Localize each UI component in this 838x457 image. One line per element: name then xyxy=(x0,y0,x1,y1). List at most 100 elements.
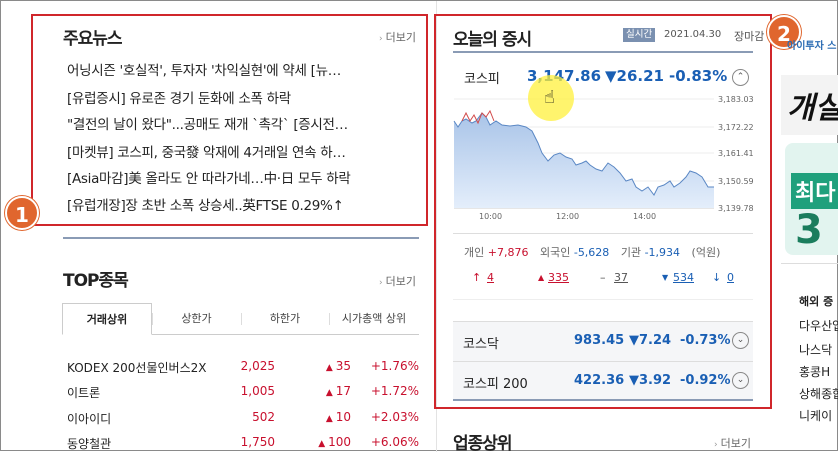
down-triangle-icon: ▼ xyxy=(662,273,669,282)
tab-separator xyxy=(152,313,153,325)
kosdaq-change: ▼7.24 xyxy=(629,333,672,348)
market-date: 2021.04.30 xyxy=(664,29,722,40)
table-row[interactable]: 이트론 1,005 ▲ 17 +1.72% xyxy=(67,384,419,406)
stock-change: ▲ 17 xyxy=(325,384,351,398)
market-status: 장마감 xyxy=(734,30,765,43)
kospi200-row[interactable]: 코스피 200 422.36 ▼3.92 -0.92% xyxy=(453,361,753,401)
y-tick-label: 3,139.78 xyxy=(718,204,754,213)
overseas-item[interactable]: 홍콩H xyxy=(799,365,831,379)
kosdaq-rate: -0.73% xyxy=(680,333,731,348)
kospi-intraday-chart: 3,183.03 3,172.22 3,161.41 3,150.59 3,13… xyxy=(453,95,754,221)
kosdaq-row[interactable]: 코스닥 983.45 ▼7.24 -0.73% xyxy=(453,321,753,361)
table-row[interactable]: 이아이디 502 ▲ 10 +2.03% xyxy=(67,410,419,432)
realtime-badge: 실시간 xyxy=(623,28,656,42)
cursor-highlight xyxy=(528,75,574,121)
kospi200-value: 422.36 xyxy=(574,373,625,388)
divider xyxy=(63,237,419,239)
overseas-item[interactable]: 상해종합 xyxy=(799,387,838,401)
investor-summary: 개인 +7,876 외국인 -5,628 기관 -1,934 (억원) xyxy=(464,246,721,259)
stock-name: 이아이디 xyxy=(67,412,112,426)
highlight-box-news xyxy=(31,14,428,226)
stock-rate: +1.72% xyxy=(370,384,419,398)
chevron-right-icon: › xyxy=(379,278,383,288)
stock-change: ▲ 100 xyxy=(318,435,351,449)
kospi-label: 코스피 xyxy=(464,72,500,87)
chart-line xyxy=(453,112,714,196)
tab-trading-volume[interactable]: 거래상위 xyxy=(62,303,152,335)
ad-green-text: 최다 xyxy=(791,173,838,209)
tab-separator xyxy=(329,313,330,325)
stock-rate: +2.03% xyxy=(370,410,419,424)
flat-dash-icon: – xyxy=(600,271,606,284)
stock-name: 동양철관 xyxy=(67,437,112,451)
stock-rate: +6.06% xyxy=(370,435,419,449)
hand-cursor-icon: ☝ xyxy=(544,87,555,108)
overseas-item[interactable]: 다우산업 xyxy=(799,319,838,333)
y-tick-label: 3,150.59 xyxy=(718,177,754,186)
chart-area xyxy=(454,113,714,208)
stock-name: KODEX 200선물인버스2X xyxy=(67,361,207,375)
kospi-rate: -0.83% xyxy=(669,67,728,85)
divider xyxy=(453,233,753,234)
table-row[interactable]: 동양철관 1,750 ▲ 100 +6.06% xyxy=(67,435,419,457)
news-title: 주요뉴스 xyxy=(63,29,123,49)
up-link[interactable]: 335 xyxy=(548,271,569,284)
kospi-change: ▼26.21 xyxy=(605,67,664,85)
x-tick-label: 10:00 xyxy=(479,212,502,221)
down-limit-link[interactable]: 0 xyxy=(727,271,734,284)
up-limit-arrow-icon: ↑ xyxy=(472,271,482,284)
tab-upper-limit[interactable]: 상한가 xyxy=(152,303,241,335)
divider xyxy=(453,51,753,53)
tab-lower-limit[interactable]: 하한가 xyxy=(241,303,329,335)
flat-link[interactable]: 37 xyxy=(614,271,628,284)
sector-more-link[interactable]: › 더보기 xyxy=(714,437,751,450)
stock-price: 1,005 xyxy=(240,384,275,398)
x-tick-label: 12:00 xyxy=(556,212,579,221)
kospi200-change: ▼3.92 xyxy=(629,373,672,388)
chevron-right-icon: › xyxy=(379,34,383,44)
annotation-badge-2: 2 xyxy=(767,15,801,49)
kospi200-rate: -0.92% xyxy=(680,373,731,388)
stock-price: 2,025 xyxy=(240,359,275,373)
kosdaq-value: 983.45 xyxy=(574,333,625,348)
expand-chevron-icon[interactable]: ⌄ xyxy=(732,372,749,389)
down-limit-arrow-icon: ↓ xyxy=(712,271,722,284)
stock-change: ▲ 10 xyxy=(325,410,351,424)
stock-price: 1,750 xyxy=(240,435,275,449)
top-stocks-more-link[interactable]: › 더보기 xyxy=(379,275,416,288)
collapse-chevron-icon[interactable]: ⌃ xyxy=(732,69,749,86)
overseas-item[interactable]: 니케이 xyxy=(799,409,833,423)
chart-line-up xyxy=(461,109,495,125)
column-divider xyxy=(436,1,437,452)
ad-green-num: 3 xyxy=(795,207,823,253)
tab-market-cap[interactable]: 시가총액 상위 xyxy=(329,303,419,335)
highlight-box-market xyxy=(434,14,772,409)
overseas-title: 해외 증 xyxy=(799,295,834,308)
y-tick-label: 3,161.41 xyxy=(718,149,754,158)
ad-big-text: 개실 xyxy=(787,91,838,126)
market-breadth: ↑ 4 ▲ 335 – 37 ▼ 534 ↓ 0 xyxy=(472,271,752,287)
news-more-link[interactable]: › 더보기 xyxy=(379,31,416,44)
down-link[interactable]: 534 xyxy=(673,271,694,284)
divider xyxy=(453,299,753,300)
up-triangle-icon: ▲ xyxy=(538,273,545,282)
expand-chevron-icon[interactable]: ⌄ xyxy=(732,332,749,349)
market-title: 오늘의 증시 xyxy=(453,30,532,50)
kosdaq-label: 코스닥 xyxy=(463,337,499,352)
sector-title: 업종상위 xyxy=(453,434,513,454)
divider xyxy=(781,263,838,264)
y-tick-label: 3,172.22 xyxy=(718,123,754,132)
ad-image xyxy=(781,75,838,135)
table-row[interactable]: KODEX 200선물인버스2X 2,025 ▲ 35 +1.76% xyxy=(67,359,419,381)
up-limit-link[interactable]: 4 xyxy=(487,271,494,284)
stock-price: 502 xyxy=(252,410,275,424)
chevron-right-icon: › xyxy=(714,440,718,450)
stock-rate: +1.76% xyxy=(370,359,419,373)
overseas-item[interactable]: 나스닥 xyxy=(799,343,833,357)
ad-banner[interactable]: 아이투자 스 개실 최다 3 해외 증 다우산업 나스닥 홍콩H 상해종합 니케… xyxy=(781,23,838,452)
tab-separator xyxy=(241,313,242,325)
annotation-badge-1: 1 xyxy=(5,196,39,230)
x-tick-label: 14:00 xyxy=(633,212,656,221)
stock-name: 이트론 xyxy=(67,386,101,400)
stock-change: ▲ 35 xyxy=(325,359,351,373)
